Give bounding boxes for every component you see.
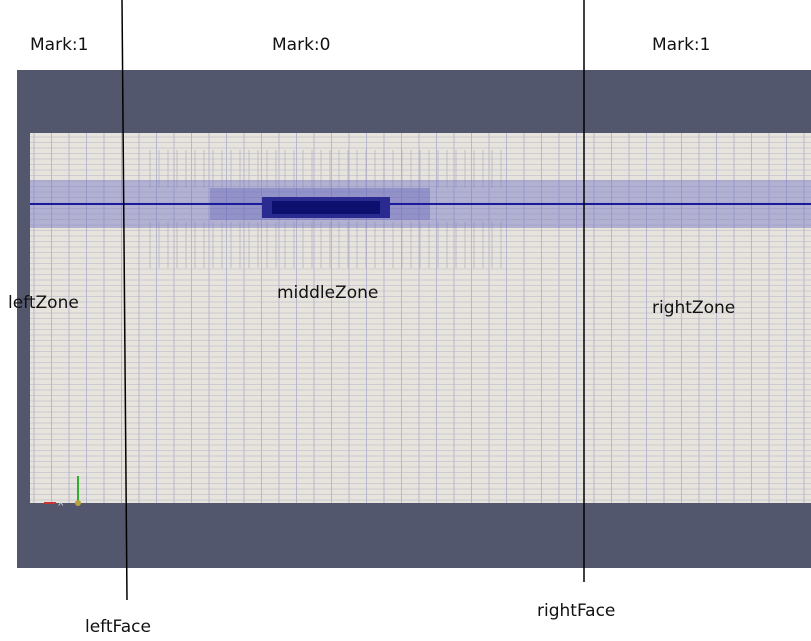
- mark-label: Mark:1: [30, 35, 88, 55]
- device-inner: [272, 201, 380, 214]
- face-label: rightFace: [537, 601, 615, 621]
- axis-label: X: [58, 499, 64, 508]
- mark-label: Mark:0: [272, 35, 330, 55]
- figure: Z X Y Mark:1 Mark:0 Mark:1 leftZone midd…: [0, 0, 811, 641]
- zone-label: rightZone: [652, 298, 735, 318]
- mark-label: Mark:1: [652, 35, 710, 55]
- zone-label: middleZone: [277, 283, 378, 303]
- face-label: leftFace: [85, 617, 151, 637]
- axis-label: Z: [83, 468, 89, 477]
- zone-label: leftZone: [8, 293, 79, 313]
- axis-label: Y: [81, 496, 87, 505]
- axis-y: [75, 500, 81, 506]
